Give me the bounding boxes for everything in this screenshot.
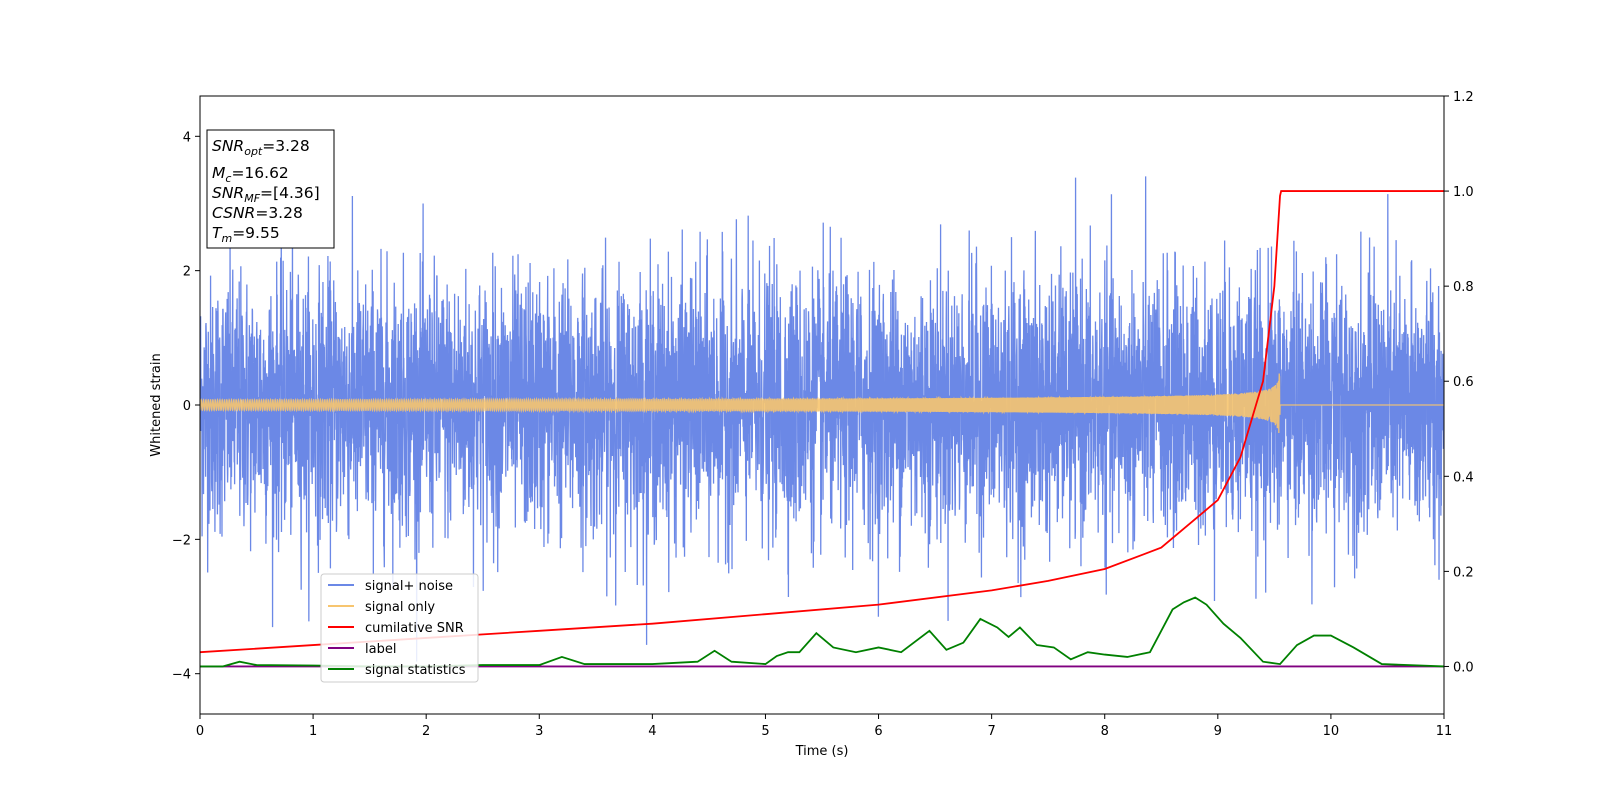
legend-label-signal-noise: signal+ noise — [365, 579, 453, 594]
info-snr-mf: SNRMF=[4.36] — [212, 184, 320, 205]
info-mc: Mc=16.62 — [212, 164, 289, 185]
x-tick-label: 9 — [1214, 724, 1222, 739]
x-tick-label: 5 — [761, 724, 769, 739]
x-axis-ticks: 0 1 2 3 4 5 6 7 8 9 10 11 — [196, 714, 1452, 739]
signal-noise-line — [200, 176, 1444, 662]
x-tick-label: 1 — [309, 724, 317, 739]
y-tick-label: 4 — [183, 130, 191, 145]
x-tick-label: 2 — [422, 724, 430, 739]
y-tick-label: 0 — [183, 399, 191, 414]
signal-statistics-line — [200, 596, 1444, 668]
info-box-frame — [206, 129, 335, 249]
y-axis-ticks: 4 2 0 −2 −4 — [172, 130, 200, 683]
x-tick-label: 10 — [1323, 724, 1340, 739]
legend-label-signal-statistics: signal statistics — [365, 663, 466, 678]
y-axis-label: Whitened strain — [149, 353, 164, 456]
info-csnr: CSNR=3.28 — [212, 204, 303, 222]
legend-frame — [320, 573, 479, 683]
y-tick-label: −2 — [172, 533, 191, 548]
x-tick-label: 4 — [648, 724, 656, 739]
x-axis-label: Time (s) — [795, 744, 849, 759]
signal-only-line — [200, 373, 1444, 433]
y2-tick-label: 0.2 — [1453, 565, 1474, 580]
y2-tick-label: 0.6 — [1453, 375, 1474, 390]
y2-tick-label: 0.8 — [1453, 280, 1474, 295]
x-tick-label: 11 — [1436, 724, 1453, 739]
x-tick-label: 0 — [196, 724, 204, 739]
y2-tick-label: 0.4 — [1453, 470, 1474, 485]
y2-tick-label: 0.0 — [1453, 660, 1474, 675]
info-snr-opt: SNRopt=3.28 — [212, 137, 310, 158]
x-tick-label: 3 — [535, 724, 543, 739]
y2-tick-label: 1.2 — [1453, 90, 1474, 105]
series-signal-only — [200, 373, 1444, 433]
x-tick-label: 6 — [874, 724, 882, 739]
y-tick-label: 2 — [183, 265, 191, 280]
y-tick-label: −4 — [172, 668, 191, 683]
legend-label-signal-only: signal only — [365, 600, 435, 615]
legend-label-label: label — [365, 642, 396, 657]
info-tm: Tm=9.55 — [212, 224, 280, 245]
cumulative-snr-line — [200, 190, 1444, 654]
x-tick-label: 8 — [1101, 724, 1109, 739]
x-tick-label: 7 — [987, 724, 995, 739]
info-box: SNRopt=3.28 Mc=16.62 SNRMF=[4.36] CSNR=3… — [206, 129, 335, 249]
legend-label-cumulative-snr: cumilative SNR — [365, 621, 464, 636]
legend: signal+ noise signal only cumilative SNR… — [320, 573, 479, 683]
series-signal-noise — [200, 176, 1444, 662]
y2-tick-label: 1.0 — [1453, 185, 1474, 200]
y2-axis-ticks: 1.2 1.0 0.8 0.6 0.4 0.2 0.0 — [1444, 90, 1474, 675]
